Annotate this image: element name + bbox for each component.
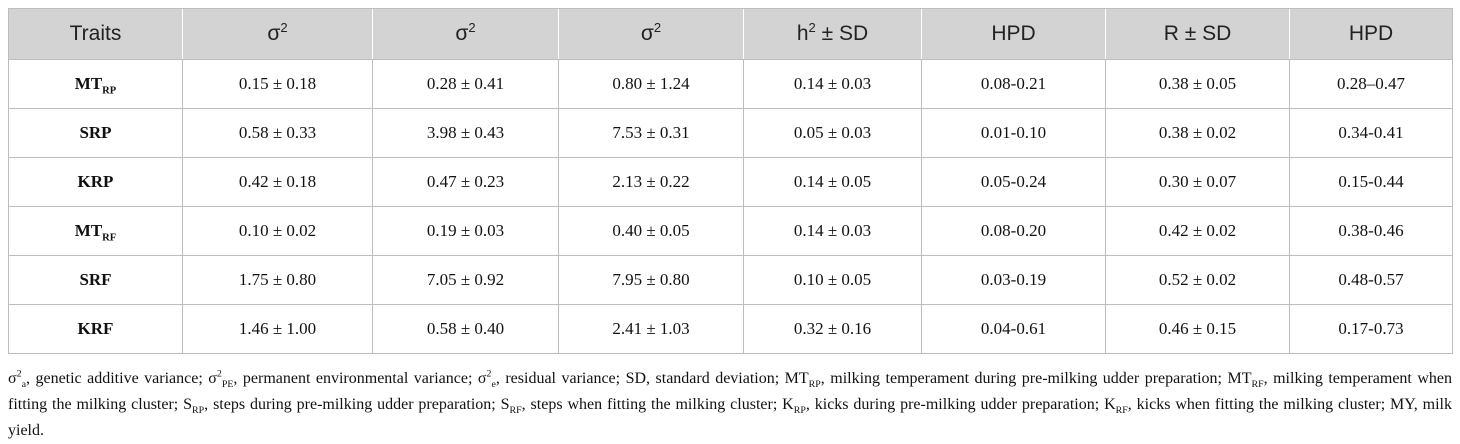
table-row: SRP 0.58 ± 0.33 3.98 ± 0.43 7.53 ± 0.31 0.05… xyxy=(8,108,1453,158)
value-cell: 0.52 ± 0.02 xyxy=(1105,255,1290,305)
footnote-subscript: PE xyxy=(221,379,234,391)
table-row: KRP 0.42 ± 0.18 0.47 ± 0.23 2.13 ± 0.22 0.14… xyxy=(8,157,1453,207)
footnote-subscript: a xyxy=(21,379,26,391)
table-row: SRF 1.75 ± 0.80 7.05 ± 0.92 7.95 ± 0.80 0.10… xyxy=(8,255,1453,305)
column-header-1: σ2 xyxy=(182,8,373,60)
column-header-0: Traits xyxy=(8,8,183,60)
trait-cell: KRF xyxy=(8,304,183,354)
trait-subscript: RP xyxy=(102,85,117,97)
value-cell: 0.17-0.73 xyxy=(1289,304,1453,354)
column-header-5: HPD xyxy=(921,8,1106,60)
value-cell: 0.05-0.24 xyxy=(921,157,1106,207)
value-cell: 0.04-0.61 xyxy=(921,304,1106,354)
value-cell: 7.53 ± 0.31 xyxy=(558,108,744,158)
table-row: MTRP 0.15 ± 0.18 0.28 ± 0.41 0.80 ± 1.24 0.1… xyxy=(8,59,1453,109)
table-header-row: Traits σ2 σ2 σ2 h2 ± SD HPD R ± SD HPD xyxy=(8,8,1453,60)
table-row: KRF 1.46 ± 1.00 0.58 ± 0.40 2.41 ± 1.03 0.32… xyxy=(8,304,1453,354)
value-cell: 0.19 ± 0.03 xyxy=(372,206,559,256)
footnote-subscript: RP xyxy=(793,405,806,417)
table-body: MTRP 0.15 ± 0.18 0.28 ± 0.41 0.80 ± 1.24 0.1… xyxy=(8,59,1453,354)
trait-cell: SRP xyxy=(8,108,183,158)
value-cell: 0.05 ± 0.03 xyxy=(743,108,922,158)
table-footnote: σ2a, genetic additive variance; σ2PE, pe… xyxy=(8,368,1453,439)
header-superscript: 2 xyxy=(280,20,288,35)
value-cell: 0.34-0.41 xyxy=(1289,108,1453,158)
value-cell: 7.05 ± 0.92 xyxy=(372,255,559,305)
table-container: Traits σ2 σ2 σ2 h2 ± SD HPD R ± SD HPD MTRP 0.15… xyxy=(8,8,1453,444)
footnote-subscript: RF xyxy=(1115,405,1128,417)
value-cell: 1.75 ± 0.80 xyxy=(182,255,373,305)
value-cell: 0.38 ± 0.05 xyxy=(1105,59,1290,109)
value-cell: 0.14 ± 0.03 xyxy=(743,206,922,256)
footnote-subscript: RP xyxy=(192,405,205,417)
value-cell: 0.42 ± 0.02 xyxy=(1105,206,1290,256)
value-cell: 1.46 ± 1.00 xyxy=(182,304,373,354)
value-cell: 0.38-0.46 xyxy=(1289,206,1453,256)
trait-cell: KRP xyxy=(8,157,183,207)
value-cell: 0.03-0.19 xyxy=(921,255,1106,305)
value-cell: 0.15 ± 0.18 xyxy=(182,59,373,109)
value-cell: 0.58 ± 0.40 xyxy=(372,304,559,354)
footnote-subscript: RF xyxy=(509,405,522,417)
value-cell: 7.95 ± 0.80 xyxy=(558,255,744,305)
value-cell: 3.98 ± 0.43 xyxy=(372,108,559,158)
value-cell: 0.80 ± 1.24 xyxy=(558,59,744,109)
value-cell: 2.41 ± 1.03 xyxy=(558,304,744,354)
value-cell: 0.08-0.21 xyxy=(921,59,1106,109)
value-cell: 0.14 ± 0.03 xyxy=(743,59,922,109)
value-cell: 0.28 ± 0.41 xyxy=(372,59,559,109)
value-cell: 0.08-0.20 xyxy=(921,206,1106,256)
value-cell: 2.13 ± 0.22 xyxy=(558,157,744,207)
value-cell: 0.30 ± 0.07 xyxy=(1105,157,1290,207)
trait-cell: MTRF xyxy=(8,206,183,256)
value-cell: 0.15-0.44 xyxy=(1289,157,1453,207)
value-cell: 0.38 ± 0.02 xyxy=(1105,108,1290,158)
column-header-6: R ± SD xyxy=(1105,8,1290,60)
trait-cell: SRF xyxy=(8,255,183,305)
value-cell: 0.46 ± 0.15 xyxy=(1105,304,1290,354)
header-superscript: 2 xyxy=(808,20,816,35)
value-cell: 0.01-0.10 xyxy=(921,108,1106,158)
footnote-superscript: 2 xyxy=(16,368,22,380)
column-header-3: σ2 xyxy=(558,8,744,60)
footnote-subscript: e xyxy=(491,379,496,391)
table-row: MTRF 0.10 ± 0.02 0.19 ± 0.03 0.40 ± 0.05 0.1… xyxy=(8,206,1453,256)
column-header-4: h2 ± SD xyxy=(743,8,922,60)
value-cell: 0.47 ± 0.23 xyxy=(372,157,559,207)
footnote-subscript: RP xyxy=(808,379,821,391)
column-header-7: HPD xyxy=(1289,8,1453,60)
value-cell: 0.40 ± 0.05 xyxy=(558,206,744,256)
value-cell: 0.42 ± 0.18 xyxy=(182,157,373,207)
value-cell: 0.32 ± 0.16 xyxy=(743,304,922,354)
variance-components-table: Traits σ2 σ2 σ2 h2 ± SD HPD R ± SD HPD MTRP 0.15… xyxy=(8,8,1453,354)
footnote-superscript: 2 xyxy=(486,368,492,380)
trait-subscript: RF xyxy=(102,232,117,244)
value-cell: 0.48-0.57 xyxy=(1289,255,1453,305)
value-cell: 0.28–0.47 xyxy=(1289,59,1453,109)
header-superscript: 2 xyxy=(468,20,476,35)
footnote-subscript: RF xyxy=(1251,379,1264,391)
value-cell: 0.58 ± 0.33 xyxy=(182,108,373,158)
value-cell: 0.10 ± 0.05 xyxy=(743,255,922,305)
trait-cell: MTRP xyxy=(8,59,183,109)
footnote-superscript: 2 xyxy=(216,368,222,380)
value-cell: 0.14 ± 0.05 xyxy=(743,157,922,207)
column-header-2: σ2 xyxy=(372,8,559,60)
value-cell: 0.10 ± 0.02 xyxy=(182,206,373,256)
header-superscript: 2 xyxy=(653,20,662,35)
